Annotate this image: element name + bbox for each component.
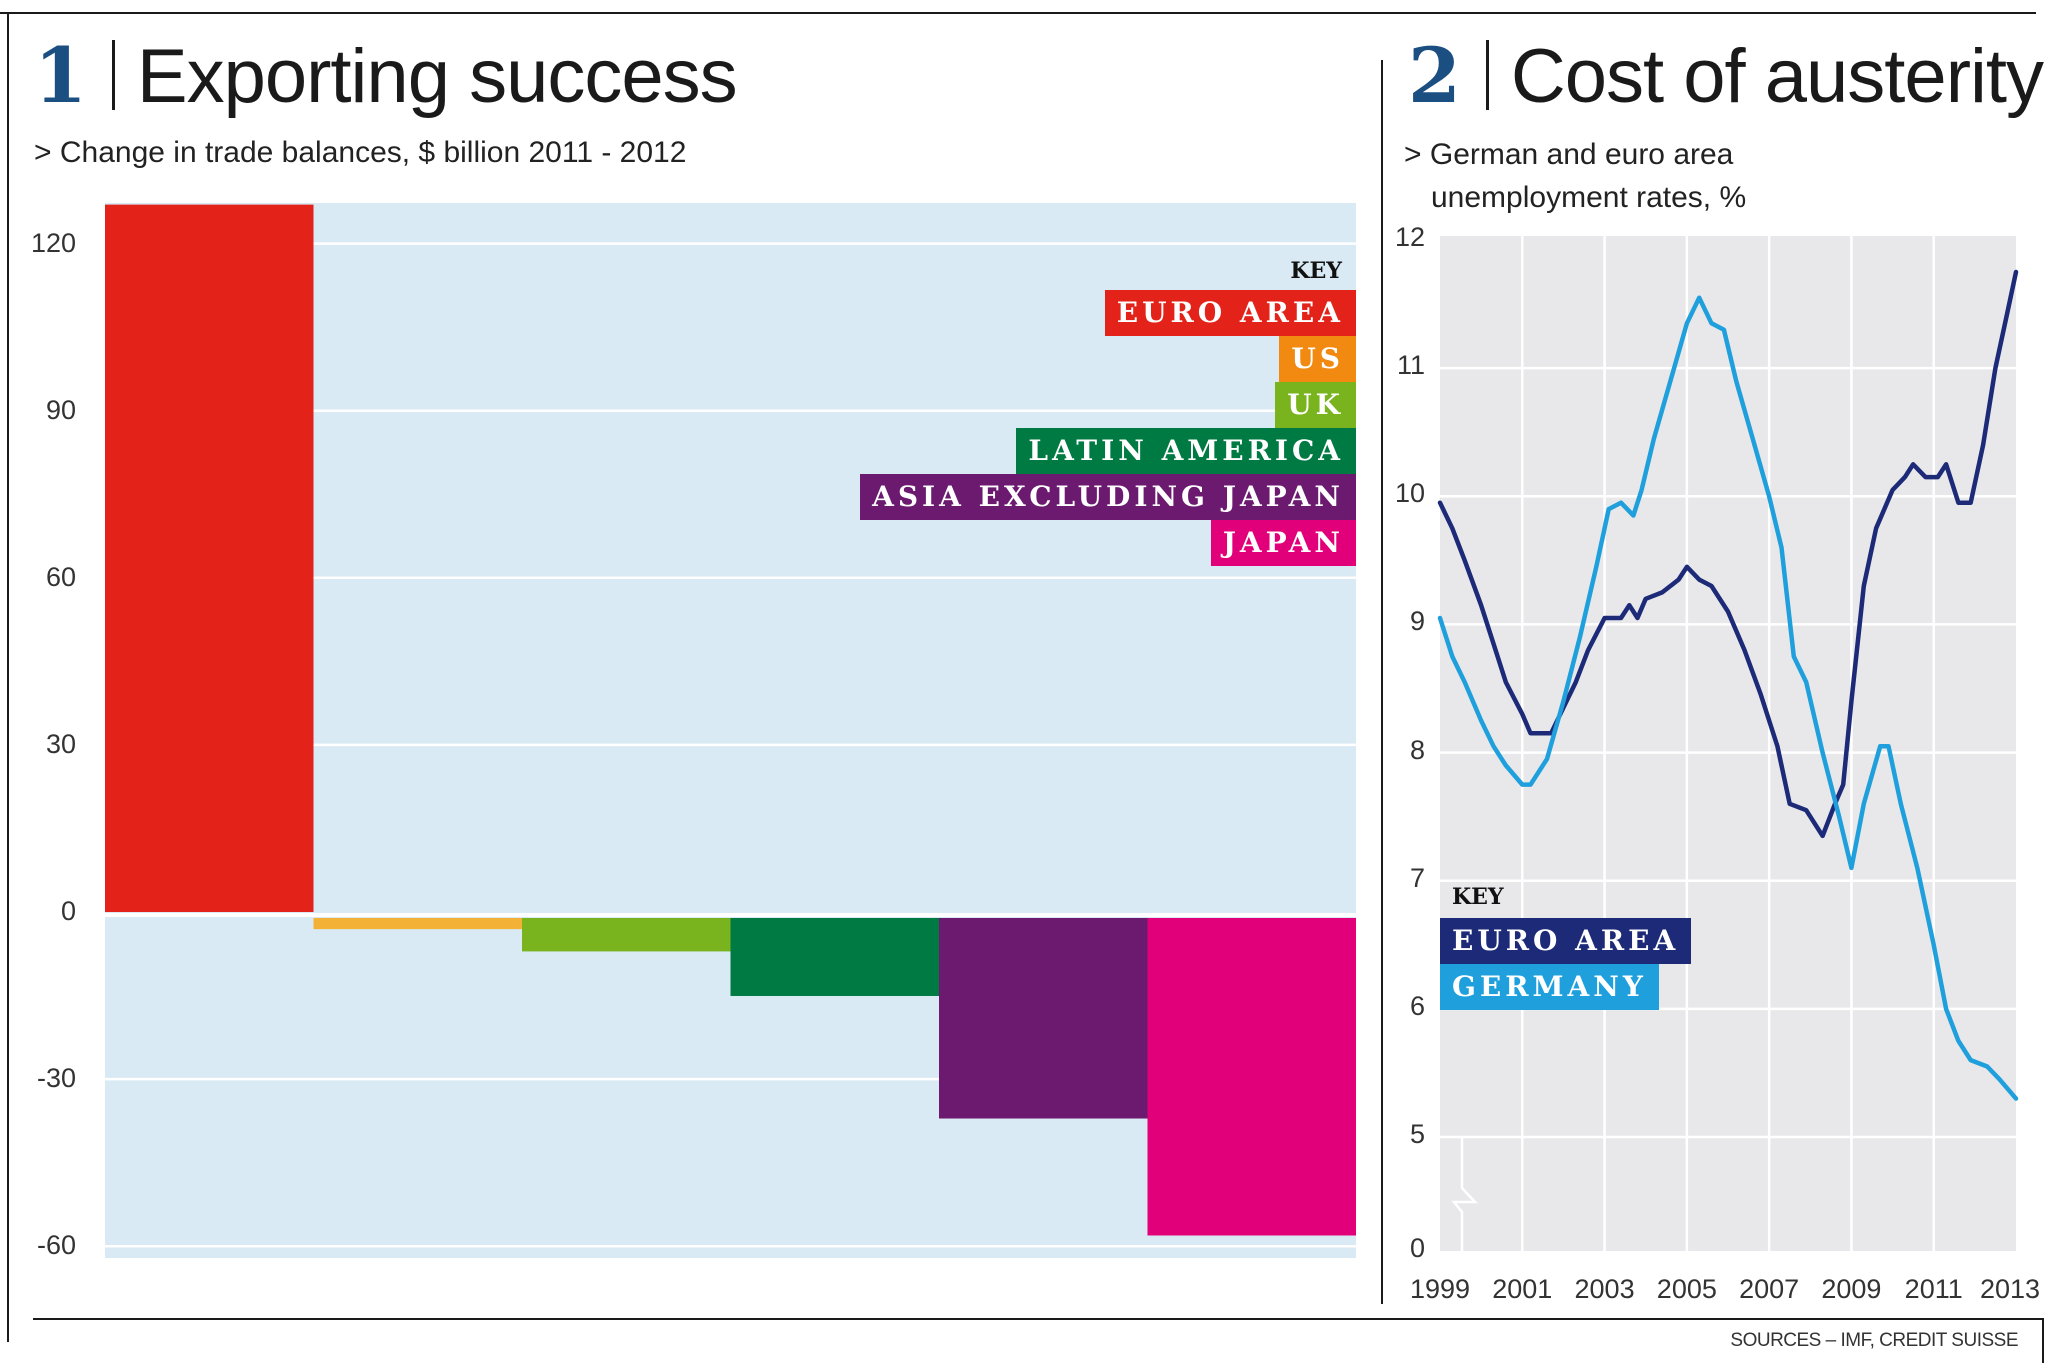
chart2-background [1440, 236, 2016, 1251]
chart2-xtick-label: 2013 [1979, 1274, 2041, 1304]
chart2-ytick-label: 9 [1409, 606, 1425, 637]
bar-latin-america [730, 918, 939, 996]
chart2-ytick-label: 5 [1409, 1119, 1425, 1149]
chart2-xtick-label: 1999 [1409, 1274, 1471, 1304]
chart1-ytick-label: -60 [36, 1230, 76, 1261]
chart1-legend-title: KEY [1290, 258, 1342, 284]
chart2-xtick-label: 2001 [1492, 1274, 1553, 1304]
panel-divider [1381, 60, 1383, 1304]
legend-item-latin-america: LATIN AMERICA [1016, 428, 1356, 474]
chart1-title-text: Exporting success [136, 34, 738, 119]
chart1-ytick-label: 0 [60, 896, 76, 926]
bottom-rule [33, 1318, 2044, 1320]
bar-asia-excluding-japan [939, 918, 1148, 1119]
chart2-number: 2 [1408, 31, 1461, 120]
chart1-ytick-label: 30 [45, 728, 76, 759]
chart1-ytick-label: 120 [30, 227, 76, 258]
chart1-subtitle: > Change in trade balances, $ billion 20… [34, 136, 687, 169]
chart2-xtick-label: 2003 [1574, 1274, 1635, 1304]
chart1-legend: KEY EURO AREA US UK LATIN AMERICA ASIA EXCLU… [860, 258, 1356, 566]
legend-item-japan: JAPAN [1210, 520, 1356, 566]
chart1-number: 1 [34, 31, 87, 120]
line-euro-area [1437, 269, 2019, 839]
chart2-xtick-label: 2005 [1656, 1274, 1717, 1304]
chart2-ytick-label: 6 [1409, 990, 1425, 1021]
chart2-subtitle-line1: > German and euro area [1404, 138, 1734, 171]
title-separator [111, 40, 115, 110]
chart2-legend: KEY EURO AREA GERMANY [1440, 884, 1692, 1010]
legend-item-asia-excluding-japan: ASIA EXCLUDING JAPAN [860, 474, 1356, 520]
line-germany [1437, 295, 2019, 1101]
legend-item-germany: GERMANY [1440, 964, 1659, 1010]
chart2-xtick-label: 2011 [1904, 1274, 1963, 1304]
chart2-title: 2 Cost of austerity [1408, 38, 2044, 115]
chart2-title-text: Cost of austerity [1510, 34, 2044, 119]
left-rule [7, 12, 9, 1342]
top-rule [0, 12, 2036, 14]
chart2-xtick-label: 2007 [1739, 1274, 1800, 1304]
chart2-ytick-label: 8 [1409, 734, 1425, 765]
legend-item-us: US [1279, 336, 1356, 382]
axis-break-icon [1451, 1137, 1478, 1251]
bar-euro-area [105, 204, 314, 913]
legend-item-uk: UK [1275, 382, 1356, 428]
title-separator [1485, 40, 1489, 110]
chart2-ytick-label: 0 [1409, 1233, 1425, 1263]
bar-us [313, 918, 522, 930]
chart1-ytick-label: 90 [45, 394, 76, 425]
chart2-xtick-label: 2009 [1821, 1274, 1882, 1304]
chart2-ytick-label: 10 [1394, 478, 1425, 509]
chart2-subtitle-line2: unemployment rates, % [1431, 181, 1747, 214]
bar-uk [522, 918, 731, 952]
chart1-ytick-label: 60 [45, 561, 76, 592]
legend-item-euro-area: EURO AREA [1440, 918, 1692, 964]
chart2-ytick-label: 7 [1409, 862, 1425, 893]
bottom-right-rule [2042, 1318, 2044, 1363]
chart2-legend-title: KEY [1452, 884, 1504, 910]
chart2-ytick-label: 12 [1394, 222, 1425, 252]
chart1-title: 1 Exporting success [34, 38, 738, 115]
legend-item-euro-area: EURO AREA [1104, 290, 1356, 336]
bar-japan [1147, 918, 1356, 1236]
chart1-ytick-label: -30 [36, 1063, 76, 1094]
sources-note: SOURCES – IMF, CREDIT SUISSE [1730, 1330, 2018, 1351]
chart2-ytick-label: 11 [1396, 350, 1425, 381]
